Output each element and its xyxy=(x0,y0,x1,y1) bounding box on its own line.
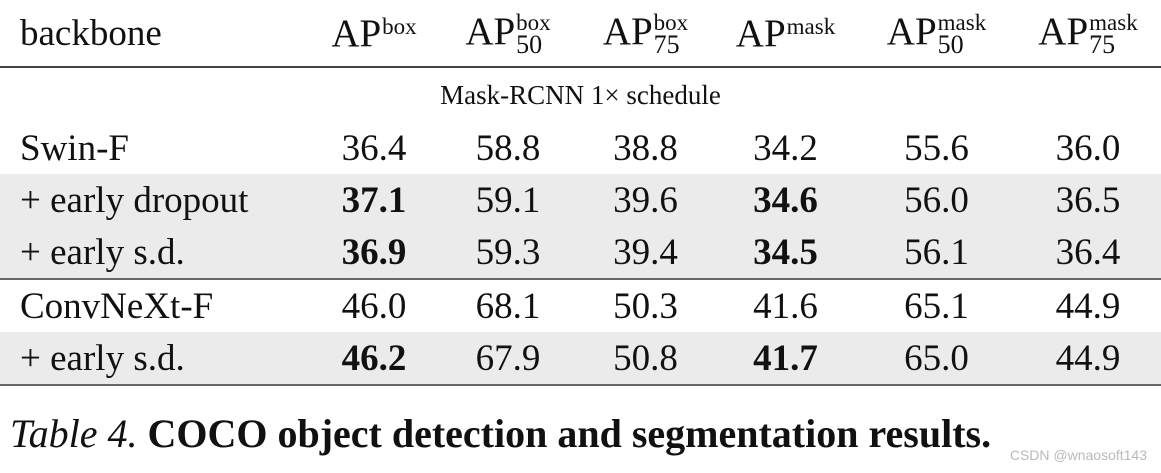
table-row: + early s.d. 36.9 59.3 39.4 34.5 56.1 36… xyxy=(0,226,1161,279)
cell-ap-box-50: 68.1 xyxy=(438,278,578,332)
section-row: Mask-RCNN 1× schedule xyxy=(0,67,1161,122)
table-row: Swin-F 36.4 58.8 38.8 34.2 55.6 36.0 xyxy=(0,122,1161,174)
cell-ap-box: 36.4 xyxy=(341,127,407,169)
cell-ap-mask-50: 56.1 xyxy=(858,226,1015,279)
cell-ap-mask-75: 36.0 xyxy=(1055,127,1121,169)
table-row: + early s.d. 46.2 67.9 50.8 41.7 65.0 44… xyxy=(0,332,1161,386)
cell-ap-box-50: 58.8 xyxy=(475,127,541,169)
column-header-backbone: backbone xyxy=(0,0,310,68)
cell-ap-mask: 34.2 xyxy=(753,127,818,169)
cell-ap-mask: 34.5 xyxy=(713,226,858,279)
cell-ap-mask: 34.6 xyxy=(713,174,858,226)
row-backbone-name: ConvNeXt-F xyxy=(0,278,310,332)
cell-ap-box-50: 59.1 xyxy=(438,174,578,226)
cell-ap-box-75: 38.8 xyxy=(613,127,678,169)
column-header-ap-mask-75: AP mask 75 xyxy=(1015,0,1161,68)
table-row: + early dropout 37.1 59.1 39.6 34.6 56.0… xyxy=(0,174,1161,226)
column-header-ap-box-50: AP box 50 xyxy=(438,0,578,68)
cell-ap-box: 46.2 xyxy=(310,332,438,386)
caption-label: Table 4. xyxy=(10,411,138,456)
cell-ap-box: 46.0 xyxy=(310,278,438,332)
cell-ap-box: 36.9 xyxy=(310,226,438,279)
results-table: backbone AP box AP box 50 AP box 75 AP mask AP… xyxy=(0,0,1161,386)
cell-ap-mask: 41.7 xyxy=(713,332,858,386)
cell-ap-mask-50: 65.0 xyxy=(858,332,1015,386)
column-header-ap-box-75: AP box 75 xyxy=(578,0,713,68)
row-backbone-name: Swin-F xyxy=(20,127,129,169)
cell-ap-box-50: 59.3 xyxy=(438,226,578,279)
table-header-row: backbone AP box AP box 50 AP box 75 AP mask AP… xyxy=(0,0,1161,68)
cell-ap-box-75: 50.3 xyxy=(578,278,713,332)
cell-ap-box-75: 50.8 xyxy=(578,332,713,386)
cell-ap-mask-75: 36.5 xyxy=(1015,174,1161,226)
section-label: Mask-RCNN 1× schedule xyxy=(440,79,721,110)
column-header-ap-box: AP box xyxy=(310,0,438,68)
column-header-ap-mask: AP mask xyxy=(713,0,858,68)
column-header-ap-mask-50: AP mask 50 xyxy=(858,0,1015,68)
table-caption: Table 4. COCO object detection and segmen… xyxy=(10,410,991,457)
row-backbone-name: + early s.d. xyxy=(0,332,310,386)
table-row: ConvNeXt-F 46.0 68.1 50.3 41.6 65.1 44.9 xyxy=(0,278,1161,332)
cell-ap-mask-50: 65.1 xyxy=(858,278,1015,332)
watermark: CSDN @wnaosoft143 xyxy=(1009,447,1147,463)
row-backbone-name: + early dropout xyxy=(0,174,310,226)
cell-ap-box-50: 67.9 xyxy=(438,332,578,386)
cell-ap-mask-50: 56.0 xyxy=(858,174,1015,226)
cell-ap-mask-75: 36.4 xyxy=(1015,226,1161,279)
cell-ap-mask: 41.6 xyxy=(713,278,858,332)
cell-ap-box-75: 39.4 xyxy=(578,226,713,279)
cell-ap-box-75: 39.6 xyxy=(578,174,713,226)
cell-ap-box: 37.1 xyxy=(310,174,438,226)
results-table-container: backbone AP box AP box 50 AP box 75 AP mask AP… xyxy=(0,0,1161,386)
cell-ap-mask-75: 44.9 xyxy=(1015,332,1161,386)
cell-ap-mask-50: 55.6 xyxy=(904,127,969,169)
cell-ap-mask-75: 44.9 xyxy=(1015,278,1161,332)
caption-text: COCO object detection and segmentation r… xyxy=(147,411,992,456)
row-backbone-name: + early s.d. xyxy=(0,226,310,279)
